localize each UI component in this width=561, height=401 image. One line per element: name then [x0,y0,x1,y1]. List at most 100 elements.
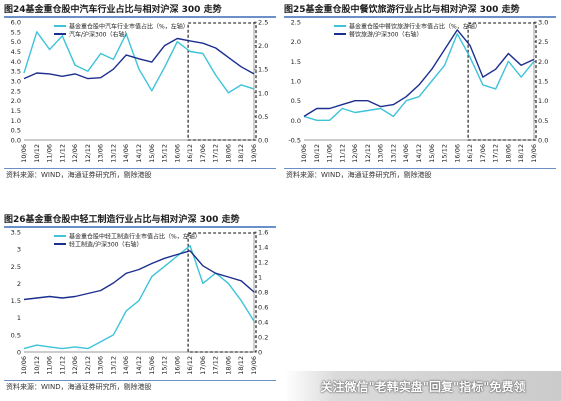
x-tick-label: 18/12 [237,144,245,163]
chart-source: 资料来源：WIND，海通证券研究所，剔除港股 [6,171,152,179]
x-tick-label: 18/12 [517,144,525,163]
x-tick-label: 10/12 [313,144,321,163]
chart-source: 资料来源：WIND，海通证券研究所，剔除港股 [6,383,152,391]
y-left-tick-label: 0.0 [11,137,21,145]
x-tick-label: 17/12 [492,144,500,163]
y-left-tick-label: 5.0 [11,38,21,46]
y-right-tick-label: 2.0 [538,58,548,66]
y-left-tick-label: 1.5 [291,58,301,66]
x-tick-label: 16/12 [186,356,194,375]
y-left-tick-label: 3.5 [11,68,21,76]
y-right-tick-label: 1 [258,274,262,282]
x-tick-label: 13/12 [109,144,117,163]
x-tick-label: 11/06 [326,144,334,163]
legend-label: 基金重仓股中轻工制造行业市值占比（%，左轴） [69,233,201,241]
x-tick-label: 11/12 [58,144,66,163]
x-tick-label: 12/06 [71,144,79,163]
x-tick-label: 13/06 [97,144,105,163]
y-right-tick-label: 1.2 [258,259,268,267]
x-tick-label: 18/12 [237,356,245,375]
x-tick-label: 16/06 [173,356,181,375]
x-tick-label: 14/06 [402,144,410,163]
y-left-tick-label: 0.5 [11,331,21,339]
y-left-tick-label: 2 [17,280,21,288]
series-line [303,33,535,122]
x-tick-label: 11/06 [46,356,54,375]
y-left-tick-label: 3 [17,246,21,254]
x-tick-label: 10/06 [300,144,308,163]
chart-panel-24: 图24基金重仓股中汽车行业占比与相对沪深 300 走势 0.0 0.5 1.0 1.5… [4,2,276,180]
chart-title: 图25基金重仓股中餐饮旅游行业占比与相对沪深 300 走势 [284,5,520,15]
y-right-tick-label: 0.0 [538,137,548,145]
x-tick-label: 11/12 [338,144,346,163]
series-line [23,37,255,80]
watermark-text: 关注微信"老韩实盘"回复"指标"免费领 [320,379,526,394]
y-right-tick-label: 0.5 [538,117,548,125]
x-tick-label: 18/06 [224,144,232,163]
legend-label: 基金重仓股中汽车行业市值占比（%，左轴） [69,23,189,31]
x-tick-label: 19/06 [530,144,538,163]
x-tick-label: 12/12 [364,144,372,163]
y-right-tick-label: 3.0 [538,19,548,27]
chart-source: 资料来源：WIND，海通证券研究所，剔除港股 [286,171,432,179]
x-tick-label: 14/06 [122,144,130,163]
x-tick-label: 13/12 [109,356,117,375]
x-tick-label: 13/12 [389,144,397,163]
x-tick-label: 12/12 [84,356,92,375]
x-tick-label: 17/12 [212,356,220,375]
y-right-tick-label: 1.0 [538,97,548,105]
x-tick-label: 14/12 [135,356,143,375]
y-right-tick-label: 2.5 [258,19,268,27]
y-left-tick-label: 2.0 [11,97,21,105]
x-tick-label: 18/06 [224,356,232,375]
x-tick-label: 15/06 [428,144,436,163]
x-tick-label: 15/12 [441,144,449,163]
x-tick-label: 18/06 [504,144,512,163]
y-left-tick-label: 5.5 [11,28,21,36]
x-tick-label: 14/12 [135,144,143,163]
y-right-tick-label: 2.5 [538,38,548,46]
highlight-box [187,232,257,353]
y-left-tick-label: 4.5 [11,48,21,56]
series-line [23,31,255,94]
x-tick-label: 11/06 [46,144,54,163]
x-tick-label: 17/06 [199,144,207,163]
y-right-tick-label: 1.4 [258,244,268,252]
y-left-tick-label: 3.5 [11,229,21,237]
y-left-tick-label: -0.5 [288,137,301,145]
x-tick-label: 15/12 [161,356,169,375]
chart-26-plot: 0 0.5 1 1.5 2 2.5 3 3.5 0 0.2 0.4 0.6 0.8 1 1.2 1.4 1.6 1… [11,229,269,375]
series-line [23,250,255,301]
x-tick-label: 14/06 [122,356,130,375]
y-left-tick-label: 1.0 [291,78,301,86]
x-tick-label: 17/06 [479,144,487,163]
chart-panel-25: 图25基金重仓股中餐饮旅游行业占比与相对沪深 300 走势 -0.5 0.0 0.5… [284,2,556,180]
x-tick-label: 10/12 [33,144,41,163]
y-right-tick-label: 0.0 [258,137,268,145]
legend-label: 餐饮旅游/沪深300（右轴） [349,31,422,39]
x-tick-label: 16/06 [173,144,181,163]
x-tick-label: 19/06 [250,356,258,375]
y-right-tick-label: 1.5 [258,66,268,74]
chart-title: 图24基金重仓股中汽车行业占比与相对沪深 300 走势 [4,5,222,15]
highlight-box [187,22,257,141]
y-left-tick-label: 2.5 [291,19,301,27]
y-left-tick-label: 1 [17,314,21,322]
chart-24-plot: 0.00.51.01.52.02.53.03.54.04.55.05.56.00… [11,19,269,163]
y-left-tick-label: 6.0 [11,19,21,27]
legend-label: 汽车/沪深300（右轴） [69,31,130,39]
watermark-banner: 关注微信"老韩实盘"回复"指标"免费领 [285,371,561,401]
y-left-tick-label: 2.0 [291,38,301,46]
x-tick-label: 15/06 [148,356,156,375]
y-right-tick-label: 0 [258,349,262,357]
x-tick-label: 14/12 [415,144,423,163]
y-right-tick-label: 1.5 [538,78,548,86]
x-tick-label: 17/06 [199,356,207,375]
y-right-tick-label: 2.0 [258,42,268,50]
x-tick-label: 12/06 [351,144,359,163]
x-tick-label: 13/06 [377,144,385,163]
x-tick-label: 13/06 [97,356,105,375]
y-right-tick-label: 1.0 [258,89,268,97]
y-right-tick-label: 0.4 [258,319,268,327]
y-right-tick-label: 0.5 [258,113,268,121]
